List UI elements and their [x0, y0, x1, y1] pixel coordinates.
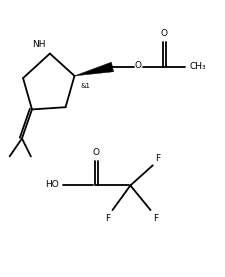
- Text: HO: HO: [45, 180, 59, 189]
- Text: NH: NH: [32, 40, 45, 49]
- Text: O: O: [160, 29, 167, 38]
- Text: O: O: [92, 148, 99, 157]
- Text: F: F: [105, 214, 110, 223]
- Text: F: F: [153, 214, 158, 223]
- Text: F: F: [155, 154, 160, 163]
- Text: CH₃: CH₃: [190, 62, 206, 71]
- Polygon shape: [74, 62, 114, 76]
- Text: O: O: [135, 61, 142, 70]
- Text: &1: &1: [80, 83, 90, 89]
